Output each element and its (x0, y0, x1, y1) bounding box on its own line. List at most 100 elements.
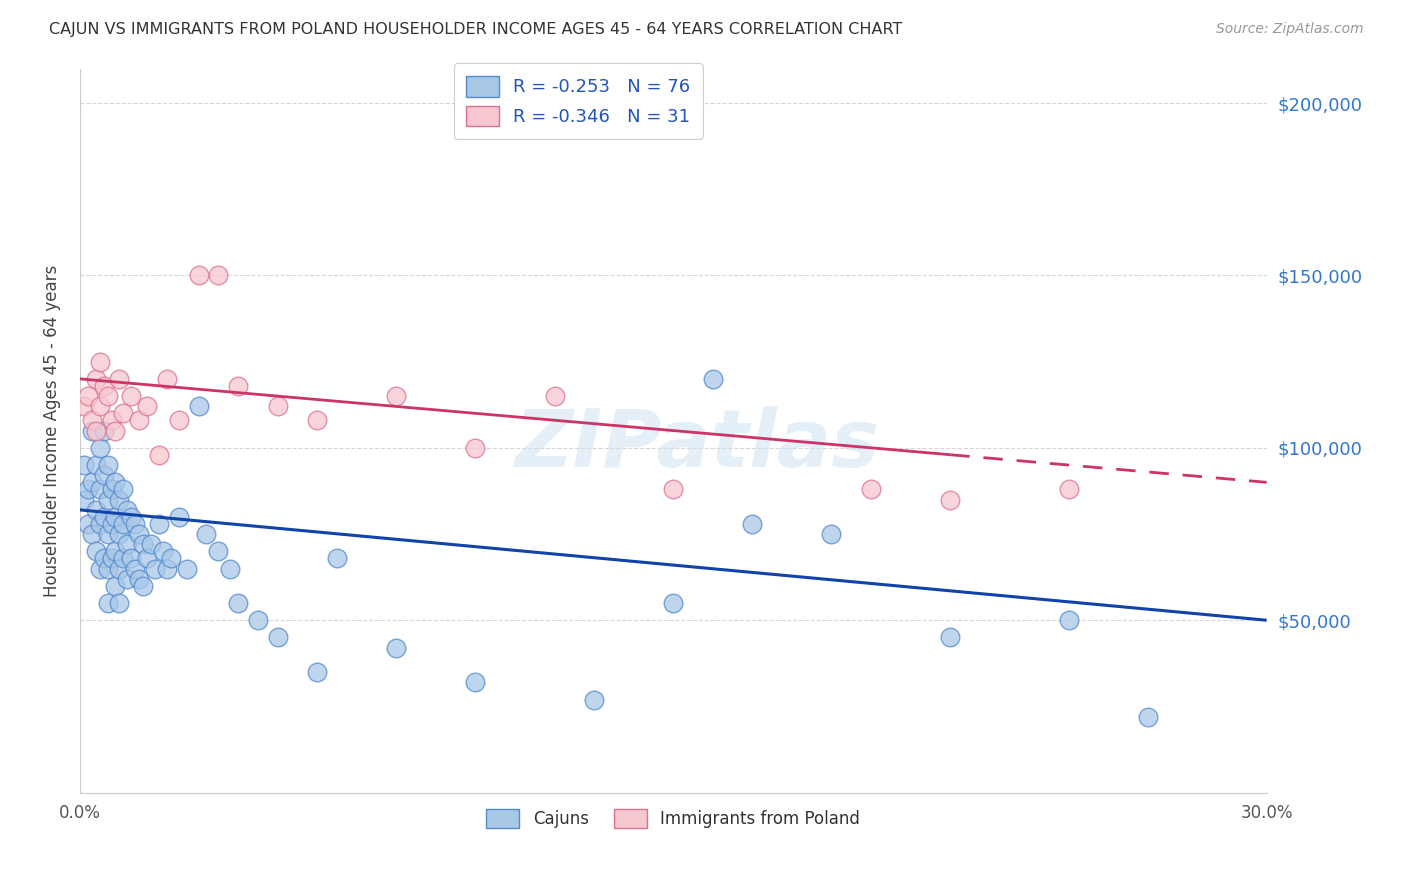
Point (1136, 710, 1159, 724)
Point (939, 631, 962, 645)
Point (120, 509, 142, 524)
Point (104, 424, 127, 438)
Point (195, 527, 218, 541)
Point (167, 413, 190, 427)
Point (266, 631, 288, 645)
Point (124, 561, 146, 575)
Point (1057, 482, 1080, 496)
Point (143, 561, 166, 575)
Point (583, 692, 606, 706)
Point (702, 372, 724, 386)
Point (148, 516, 170, 531)
Point (76, 516, 98, 531)
Point (385, 389, 408, 403)
Point (156, 561, 179, 575)
Point (543, 389, 565, 403)
Point (112, 482, 135, 496)
Point (108, 596, 131, 610)
Point (152, 544, 174, 558)
Point (167, 509, 190, 524)
Text: ZIPatlas: ZIPatlas (515, 406, 880, 484)
Point (226, 378, 249, 392)
Point (124, 516, 146, 531)
Point (108, 492, 131, 507)
Point (93, 424, 115, 438)
Point (128, 572, 150, 586)
Point (89, 561, 111, 575)
Point (84, 503, 107, 517)
Point (104, 509, 127, 524)
Point (80, 413, 103, 427)
Point (104, 475, 127, 490)
Point (148, 448, 170, 462)
Point (97, 596, 120, 610)
Point (132, 537, 155, 551)
Point (662, 482, 685, 496)
Point (84, 458, 107, 472)
Point (97, 561, 120, 575)
Point (464, 675, 486, 690)
Point (939, 492, 962, 507)
Point (741, 516, 763, 531)
Point (73, 400, 96, 414)
Point (112, 551, 135, 566)
Point (176, 561, 198, 575)
Point (84, 424, 107, 438)
Point (104, 544, 127, 558)
Point (100, 413, 122, 427)
Point (80, 475, 103, 490)
Point (1057, 613, 1080, 627)
Point (89, 354, 111, 368)
Point (139, 537, 162, 551)
Point (120, 389, 142, 403)
Point (100, 482, 122, 496)
Point (128, 413, 150, 427)
Point (112, 516, 135, 531)
Point (73, 492, 96, 507)
Point (117, 503, 139, 517)
Point (104, 579, 127, 593)
Y-axis label: Householder Income Ages 45 - 64 years: Householder Income Ages 45 - 64 years (44, 264, 60, 597)
Point (136, 400, 159, 414)
Point (76, 482, 98, 496)
Point (160, 551, 183, 566)
Point (266, 400, 288, 414)
Point (307, 413, 329, 427)
Point (820, 527, 842, 541)
Point (326, 551, 349, 566)
Point (89, 441, 111, 455)
Point (97, 458, 120, 472)
Point (219, 561, 242, 575)
Point (93, 468, 115, 483)
Point (76, 389, 98, 403)
Point (117, 537, 139, 551)
Point (246, 613, 269, 627)
Point (112, 406, 135, 420)
Point (860, 482, 883, 496)
Point (117, 572, 139, 586)
Point (73, 458, 96, 472)
Point (128, 527, 150, 541)
Point (385, 640, 408, 655)
Point (97, 527, 120, 541)
Point (93, 378, 115, 392)
Point (93, 551, 115, 566)
Point (120, 551, 142, 566)
Point (100, 516, 122, 531)
Point (136, 551, 159, 566)
Point (80, 527, 103, 541)
Point (84, 372, 107, 386)
Point (84, 544, 107, 558)
Point (662, 596, 685, 610)
Point (207, 544, 229, 558)
Text: CAJUN VS IMMIGRANTS FROM POLAND HOUSEHOLDER INCOME AGES 45 - 64 YEARS CORRELATIO: CAJUN VS IMMIGRANTS FROM POLAND HOUSEHOL… (49, 22, 903, 37)
Point (89, 516, 111, 531)
Point (132, 579, 155, 593)
Point (80, 424, 103, 438)
Point (464, 441, 486, 455)
Point (97, 389, 120, 403)
Point (307, 665, 329, 679)
Point (108, 561, 131, 575)
Point (93, 509, 115, 524)
Point (187, 268, 209, 283)
